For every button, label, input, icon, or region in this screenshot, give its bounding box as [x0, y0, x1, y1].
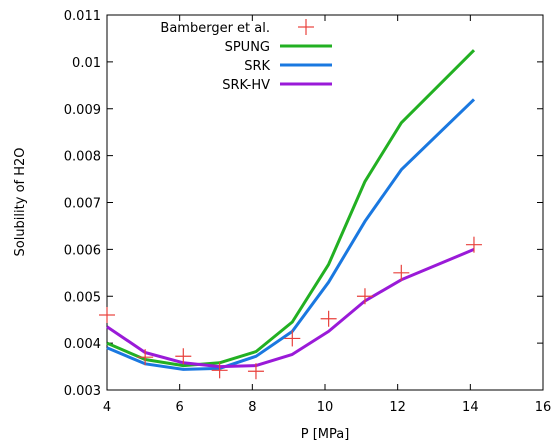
data-point-marker [175, 348, 192, 365]
y-tick-label: 0.006 [64, 243, 101, 258]
data-point-marker [465, 236, 482, 253]
series-line-srk-hv [106, 248, 475, 369]
legend-label-bamberger-et-al: Bamberger et al. [160, 21, 270, 36]
data-point-marker [211, 362, 228, 379]
series-line-spung [106, 49, 476, 368]
legend-label-srk-hv: SRK-HV [222, 78, 270, 93]
data-point-marker [284, 330, 301, 347]
y-tick-label: 0.004 [64, 337, 101, 352]
series-lines [106, 49, 476, 371]
data-point-marker [137, 349, 154, 366]
x-tick-label: 10 [317, 400, 334, 415]
x-axis-label: P [MPa] [301, 427, 350, 442]
legend-swatch-bamberger-et-al [298, 19, 314, 35]
data-point-marker [320, 310, 337, 327]
y-tick-label: 0.011 [64, 9, 101, 24]
y-axis-label: Solubility of H2O [13, 147, 28, 256]
series-line-srk [106, 98, 476, 371]
legend-label-spung: SPUNG [225, 40, 270, 55]
y-tick-label: 0.005 [64, 290, 101, 305]
data-markers [99, 236, 482, 380]
x-tick-label: 6 [176, 400, 184, 415]
y-axis-ticks: 0.003 0.004 0.005 0.006 0.007 0.008 0.009 0.01 0… [64, 9, 543, 399]
data-point-marker [247, 363, 264, 380]
x-tick-label: 8 [248, 400, 256, 415]
y-tick-label: 0.01 [72, 56, 101, 71]
y-tick-label: 0.008 [64, 150, 101, 165]
legend: Bamberger et al. SPUNG SRK SRK-HV [160, 19, 332, 93]
y-tick-label: 0.007 [64, 197, 101, 212]
x-tick-label: 4 [103, 400, 111, 415]
x-tick-label: 16 [535, 400, 552, 415]
data-point-marker [99, 307, 115, 323]
y-tick-label: 0.009 [64, 103, 101, 118]
data-point-marker [393, 264, 410, 281]
x-tick-label: 12 [389, 400, 406, 415]
legend-label-srk: SRK [244, 59, 270, 74]
y-tick-label: 0.003 [64, 384, 101, 399]
x-axis-ticks: 4 6 8 10 12 14 16 [103, 15, 551, 415]
x-tick-label: 14 [462, 400, 479, 415]
data-point-marker [356, 288, 373, 305]
